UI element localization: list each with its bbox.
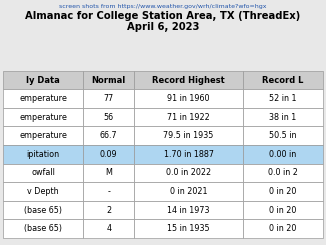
Text: screen shots from https://www.weather.gov/wrh/climate?wfo=hgx: screen shots from https://www.weather.go… [59, 4, 267, 9]
Text: Almanac for College Station Area, TX (ThreadEx): Almanac for College Station Area, TX (Th… [25, 11, 301, 21]
Text: April 6, 2023: April 6, 2023 [127, 22, 199, 32]
